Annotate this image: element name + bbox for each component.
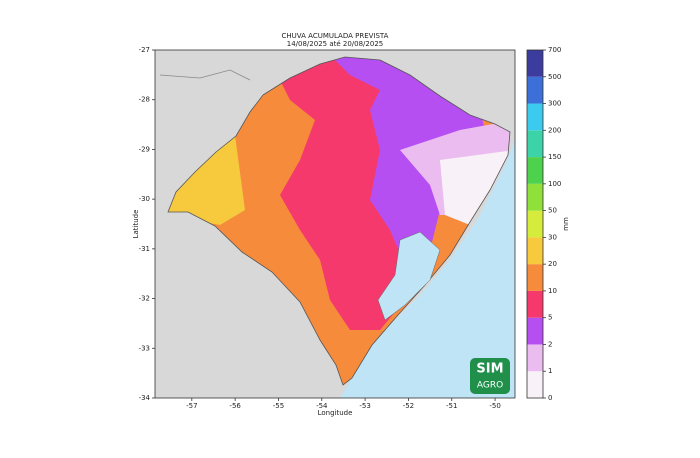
y-tick-label: -33 (139, 344, 150, 352)
y-tick-label: -28 (139, 96, 150, 104)
colorbar-segment (527, 76, 543, 104)
x-tick-label: -54 (316, 402, 328, 410)
map: SIM AGRO (155, 50, 515, 398)
colorbar-label: mm (562, 217, 570, 231)
colorbar-tick-label: 20 (548, 260, 557, 268)
colorbar-tick-label: 30 (548, 233, 557, 241)
x-tick-label: -50 (489, 402, 500, 410)
colorbar-tick-label: 10 (548, 287, 557, 295)
colorbar-segment (527, 344, 543, 372)
y-tick-label: -34 (139, 394, 151, 402)
colorbar-segment (527, 157, 543, 184)
colorbar-tick-label: 1 (548, 367, 552, 375)
x-tick-label: -51 (446, 402, 457, 410)
colorbar-tick-label: 700 (548, 46, 561, 54)
colorbar-segment (527, 237, 543, 265)
colorbar-tick-label: 100 (548, 180, 561, 188)
ocean (340, 140, 515, 398)
y-tick-label: -29 (139, 145, 150, 153)
x-tick-label: -53 (359, 402, 370, 410)
chart-title: CHUVA ACUMULADA PREVISTA (282, 32, 389, 40)
colorbar-tick-label: 500 (548, 73, 561, 81)
colorbar-frame (526, 49, 544, 399)
x-tick-label: -52 (403, 402, 414, 410)
logo-text: SIM (476, 362, 503, 377)
colorbar-segment (527, 317, 543, 345)
y-tick-label: -31 (139, 245, 150, 253)
colorbar-segment (527, 183, 543, 211)
colorbar-segment (527, 130, 543, 158)
colorbar-tick-label: 300 (548, 100, 561, 108)
y-axis-label: Latitude (132, 210, 140, 239)
colorbar-tick-label: 200 (548, 126, 561, 134)
colorbar-segment (527, 264, 543, 291)
chart-subtitle: 14/08/2025 até 20/08/2025 (287, 40, 383, 48)
state-outline (167, 56, 511, 386)
colorbar-tick-label: 5 (548, 314, 552, 322)
colorbar-segment (527, 210, 543, 238)
y-tick-label: -27 (139, 46, 150, 54)
colorbar-tick-label: 0 (548, 394, 552, 402)
colorbar-segment (527, 290, 543, 318)
colorbar-tick-label: 50 (548, 207, 557, 215)
frame (154, 49, 516, 399)
colorbar-tick-label: 2 (548, 340, 552, 348)
x-tick-label: -55 (273, 402, 284, 410)
colorbar-segment (527, 371, 543, 398)
x-tick-label: -57 (186, 402, 197, 410)
logo (470, 358, 510, 394)
x-tick-label: -56 (229, 402, 241, 410)
y-tick-label: -32 (139, 295, 150, 303)
y-tick-label: -30 (139, 195, 150, 203)
lagoon (377, 231, 441, 321)
border (159, 69, 251, 81)
x-axis-label: Longitude (318, 409, 353, 417)
logo-text: AGRO (477, 381, 503, 391)
colorbar-tick-label: 150 (548, 153, 561, 161)
colorbar-segment (527, 103, 543, 131)
colorbar-segment (527, 50, 543, 77)
